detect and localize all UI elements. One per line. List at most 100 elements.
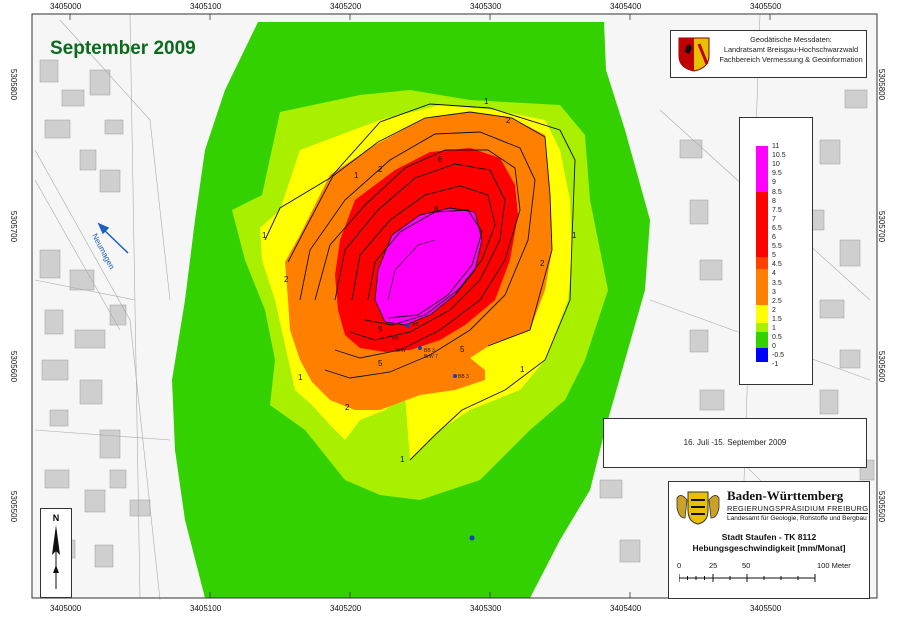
svg-text:BrW: BrW [396, 348, 406, 354]
department-name: Landesamt für Geologie, Rohstoffe und Be… [727, 515, 867, 522]
zone-max [375, 208, 482, 325]
easting-label: 3405000 [50, 2, 82, 11]
easting-label: 3405000 [50, 604, 82, 613]
period-label: 16. Juli -15. September 2009 [683, 438, 787, 447]
legend-label: 4.5 [772, 261, 782, 269]
point-label-3: BB 3 [458, 374, 469, 380]
state-name: Baden-Württemberg [727, 488, 844, 503]
easting-label: 3405500 [750, 2, 782, 11]
legend-swatch [756, 192, 768, 257]
legend-panel: 11 10.5 10 9.5 9 8.5 8 7.5 7 6.5 6 5.5 5 4.5 4 3.5 3 2.5 2… [739, 117, 813, 385]
authority-name: REGIERUNGSPRÄSIDIUM FREIBURG [727, 504, 869, 514]
legend-swatch [756, 269, 768, 305]
contour-label: 2 [345, 403, 350, 412]
measurement-point [469, 535, 475, 541]
title-block-panel: Baden-Württemberg REGIERUNGSPRÄSIDIUM FR… [668, 481, 870, 599]
legend-label: 10 [772, 161, 780, 169]
legend-swatch [756, 257, 768, 269]
northing-label: 5305800 [877, 68, 887, 101]
point-label-2: BrW 7 [424, 354, 438, 360]
legend-label: 9.5 [772, 170, 782, 178]
map-title: September 2009 [50, 38, 196, 59]
northing-label: 5305800 [9, 68, 19, 101]
contour-label: 2 [540, 259, 545, 268]
data-credit-panel: Geodätische Messdaten: Landratsamt Breis… [670, 30, 867, 78]
easting-label: 3405200 [330, 604, 362, 613]
district-coat-of-arms-icon [678, 37, 710, 72]
building-footprints-right [599, 89, 875, 563]
legend-label: 0 [772, 343, 776, 351]
easting-label: 3405500 [750, 604, 782, 613]
north-arrow-panel: N [40, 508, 72, 598]
svg-text:BB: BB [412, 322, 419, 328]
legend-label: 1 [772, 325, 776, 332]
legend-label: 2.5 [772, 297, 782, 305]
map-sheet-title: Stadt Staufen - TK 8112 [721, 532, 817, 542]
easting-label: 3405300 [470, 2, 502, 11]
credit-line-1: Geodätische Messdaten: [750, 35, 832, 44]
contour-label: 2 [284, 275, 289, 284]
measurement-point [418, 346, 422, 350]
contour-label: 1 [572, 231, 577, 240]
legend-label: 9 [772, 179, 776, 187]
period-panel: 16. Juli -15. September 2009 [603, 418, 867, 468]
contour-label: 1 [354, 171, 359, 180]
legend-label: 10.5 [772, 152, 786, 160]
contour-label-group: 1 1 1 1 1 1 1 2 2 2 2 2 6 8 9 5 5 [262, 97, 577, 464]
easting-label: 3405400 [610, 604, 642, 613]
svg-text:BB: BB [392, 336, 399, 342]
legend-label: 8 [772, 197, 776, 205]
north-arrow-icon [52, 525, 60, 589]
legend-swatch [756, 305, 768, 323]
contour-label: 1 [400, 455, 405, 464]
legend-label: 6.5 [772, 224, 782, 232]
state-coat-of-arms-icon [676, 491, 720, 525]
contour-label: 6 [438, 155, 443, 164]
river-arrow [97, 222, 129, 254]
measurement-point [453, 374, 457, 378]
legend-label: 7.5 [772, 206, 782, 214]
scale-label: 25 [709, 561, 718, 570]
measurement-point [406, 324, 410, 328]
northing-label: 5305600 [877, 350, 887, 383]
northing-label: 5305500 [877, 490, 887, 523]
contour-label: 8 [434, 205, 439, 214]
legend-label: 3.5 [772, 279, 782, 287]
legend-label: 1.5 [772, 315, 782, 323]
measurement-points: BB BB BrW BB 3 BrW 7 BB 3 [392, 322, 475, 541]
contour-label: 2 [506, 116, 511, 125]
northing-label: 5305600 [9, 350, 19, 383]
map-border [31, 13, 878, 599]
contour-label: 1 [520, 365, 525, 374]
easting-label: 3405100 [190, 604, 222, 613]
legend-label: 8.5 [772, 188, 782, 196]
contour-label: 1 [484, 97, 489, 106]
northing-label: 5305700 [877, 210, 887, 243]
north-label: N [52, 513, 60, 523]
legend-label: 2 [772, 306, 776, 314]
contour-label: 9 [378, 325, 383, 334]
legend-swatch [756, 348, 768, 362]
legend-label: 3 [772, 288, 776, 296]
contour-label: 1 [262, 231, 267, 240]
scale-label: 100 Meter [817, 561, 851, 570]
contour-label: 1 [298, 373, 303, 382]
easting-label: 3405400 [610, 2, 642, 11]
easting-label: 3405300 [470, 604, 502, 613]
contour-label: 2 [378, 165, 383, 174]
point-label-1: BB 3 [424, 348, 435, 354]
contour-label: 5 [460, 345, 465, 354]
contour-label: 5 [378, 359, 383, 368]
scale-label: 0 [677, 561, 682, 570]
legend-label: 5 [772, 252, 776, 260]
credit-line-3: Fachbereich Vermessung & Geoinformation [719, 55, 863, 64]
legend-label: 11 [772, 143, 780, 150]
legend-label: 5.5 [772, 243, 782, 251]
scale-label: 50 [742, 561, 751, 570]
northing-label: 5305700 [9, 210, 19, 243]
contour-lines [264, 103, 576, 461]
legend-label: -1 [772, 361, 779, 369]
easting-label: 3405100 [190, 2, 222, 11]
